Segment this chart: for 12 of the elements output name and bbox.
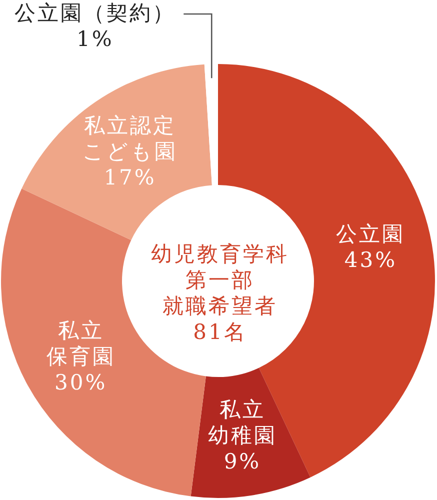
slice-label: 公立園（契約） <box>14 1 176 25</box>
slice-label: 私立幼稚園 <box>208 398 277 448</box>
slice-label: 公立園 <box>336 222 406 246</box>
data-label: 30% <box>54 370 108 394</box>
data-label: 17% <box>104 166 156 190</box>
slice-label: 私立認定こども園 <box>82 114 178 164</box>
data-label: 9% <box>224 450 262 474</box>
data-label: 43% <box>344 248 398 272</box>
slice-label: 私立保育園 <box>46 318 116 368</box>
subtitle: 就職希望者81名 <box>162 294 278 344</box>
title: 幼児教育学科第一部 <box>151 242 289 292</box>
data-label: 1% <box>76 27 114 51</box>
